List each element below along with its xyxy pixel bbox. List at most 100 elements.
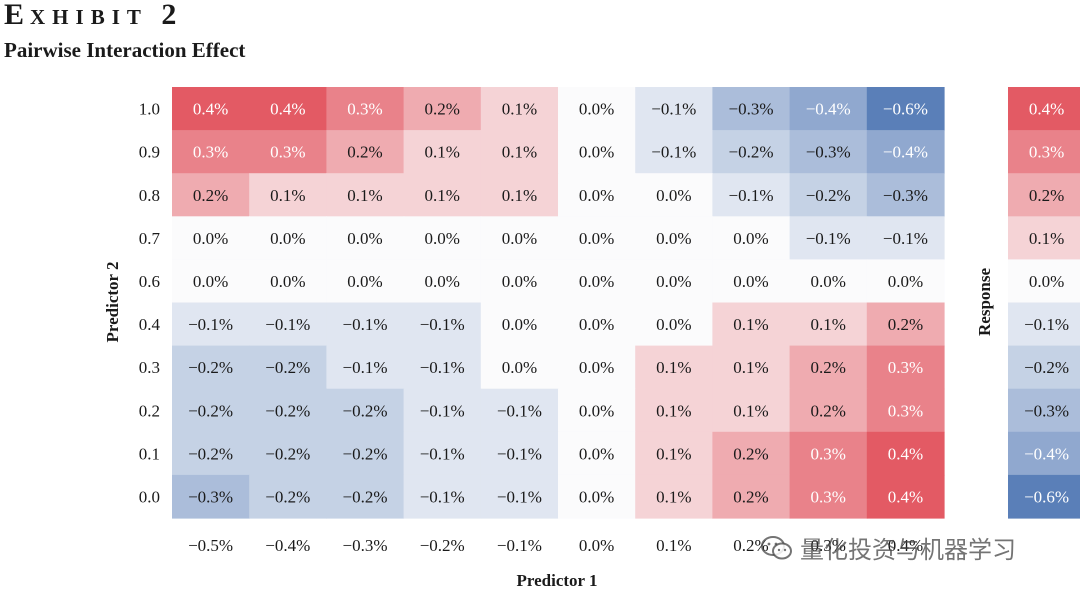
heatmap-cell-label: 0.2% xyxy=(888,315,923,334)
heatmap-cell-label: 0.1% xyxy=(502,100,537,119)
heatmap-cell xyxy=(172,87,250,131)
heatmap-cell xyxy=(789,216,868,260)
heatmap-cell xyxy=(403,345,482,390)
heatmap-cell xyxy=(249,474,327,519)
x-tick-label: 0.1% xyxy=(656,536,691,555)
heatmap-cell-label: 0.0% xyxy=(347,272,382,291)
heatmap-cell xyxy=(403,259,482,304)
heatmap-cell-label: 0.1% xyxy=(502,186,537,205)
heatmap-cell xyxy=(403,302,482,347)
response-cell xyxy=(1008,216,1080,260)
response-cell-label: 0.3% xyxy=(1029,143,1064,162)
heatmap-cell-label: 0.1% xyxy=(733,401,768,420)
response-cell xyxy=(1008,87,1080,131)
heatmap-cell-label: 0.4% xyxy=(888,487,923,506)
heatmap-cell-label: −0.4% xyxy=(806,100,851,119)
heatmap-cell-label: 0.1% xyxy=(733,315,768,334)
heatmap-cell-label: −0.1% xyxy=(497,444,542,463)
heatmap-cell xyxy=(326,345,405,390)
response-cell-label: 0.1% xyxy=(1029,229,1064,248)
heatmap-cell-label: 0.0% xyxy=(888,272,923,291)
heatmap-cell-label: 0.0% xyxy=(270,229,305,248)
heatmap-cell xyxy=(403,87,482,131)
heatmap-cell xyxy=(326,173,405,217)
x-tick-label: 0.0% xyxy=(579,536,614,555)
heatmap-cell-label: 0.3% xyxy=(193,143,228,162)
heatmap-cell xyxy=(403,173,482,217)
y-tick-label: 0.7 xyxy=(139,229,161,248)
heatmap-cell xyxy=(635,130,713,174)
heatmap-cell-label: −0.2% xyxy=(806,186,851,205)
heatmap-cell-label: 0.2% xyxy=(733,444,768,463)
heatmap-cell-label: 0.0% xyxy=(656,272,691,291)
heatmap-cell-label: 0.1% xyxy=(424,143,459,162)
y-tick-label: 0.1 xyxy=(139,444,160,463)
heatmap-cell xyxy=(172,216,250,260)
heatmap-cell-label: 0.3% xyxy=(270,143,305,162)
heatmap-cell xyxy=(789,474,868,519)
heatmap-cell xyxy=(172,388,250,433)
heatmap-cell xyxy=(249,87,327,131)
heatmap-cell-label: −0.2% xyxy=(265,401,310,420)
response-cell-label: 0.2% xyxy=(1029,186,1064,205)
heatmap-cell-label: −0.1% xyxy=(497,401,542,420)
heatmap-cell-label: 0.1% xyxy=(656,487,691,506)
heatmap-cell xyxy=(480,173,559,217)
heatmap-cell-label: −0.1% xyxy=(420,358,465,377)
heatmap-cell xyxy=(789,173,868,217)
heatmap-cell-label: 0.0% xyxy=(656,186,691,205)
heatmap-cell xyxy=(635,474,713,519)
heatmap-cell xyxy=(712,388,791,433)
heatmap-cell xyxy=(712,259,791,304)
heatmap-cell-label: 0.0% xyxy=(579,358,614,377)
heatmap-cell xyxy=(866,345,945,390)
response-colorbar: 0.4% 0.3% 0.2% 0.1% 0.0% −0.1% −0.2% −0.3% −0.4%… xyxy=(1008,87,1080,519)
heatmap-cell xyxy=(712,130,791,174)
heatmap-cell xyxy=(712,87,791,131)
heatmap-cell-label: −0.6% xyxy=(883,100,928,119)
heatmap-cell xyxy=(249,259,327,304)
heatmap-cell-label: 0.2% xyxy=(193,186,228,205)
heatmap-cell xyxy=(789,87,868,131)
heatmap-cell xyxy=(866,173,945,217)
heatmap-cell-label: 0.1% xyxy=(656,401,691,420)
heatmap-cell-label: 0.4% xyxy=(193,100,228,119)
heatmap-cell-label: 0.0% xyxy=(502,358,537,377)
heatmap-cell xyxy=(326,216,405,260)
heatmap-cell xyxy=(866,431,945,476)
response-axis-title: Response xyxy=(975,268,994,336)
heatmap-cell xyxy=(172,345,250,390)
heatmap-cell-label: 0.0% xyxy=(579,401,614,420)
heatmap-cell xyxy=(480,259,559,304)
heatmap-cell xyxy=(712,173,791,217)
heatmap-cell xyxy=(866,130,945,174)
heatmap-cell xyxy=(480,431,559,476)
heatmap-cell-label: −0.2% xyxy=(343,444,388,463)
watermark-text: 量化投资与机器学习 xyxy=(800,536,1016,564)
response-cell-label: −0.4% xyxy=(1024,444,1069,463)
heatmap-cell xyxy=(712,431,791,476)
heatmap-cell xyxy=(480,474,559,519)
heatmap-cell-label: −0.3% xyxy=(806,143,851,162)
response-cell xyxy=(1008,345,1080,390)
heatmap-cell-label: −0.1% xyxy=(420,487,465,506)
heatmap-cell xyxy=(866,474,945,519)
heatmap-cell xyxy=(558,431,636,476)
heatmap-cell-label: −0.2% xyxy=(265,444,310,463)
heatmap-cell xyxy=(712,345,791,390)
heatmap-cell xyxy=(480,345,559,390)
heatmap-cell xyxy=(789,130,868,174)
heatmap-cell-label: 0.0% xyxy=(579,315,614,334)
heatmap-cell xyxy=(712,474,791,519)
heatmap-cell-label: 0.1% xyxy=(502,143,537,162)
heatmap-cell-label: 0.0% xyxy=(270,272,305,291)
heatmap-cell xyxy=(249,388,327,433)
heatmap-cell-label: −0.1% xyxy=(265,315,310,334)
heatmap-cell-label: −0.4% xyxy=(883,143,928,162)
heatmap-cell xyxy=(403,216,482,260)
exhibit-number: 2 xyxy=(161,0,183,31)
chart-title: Pairwise Interaction Effect xyxy=(4,38,246,62)
heatmap-cell-label: 0.1% xyxy=(424,186,459,205)
y-tick-label: 0.0 xyxy=(139,487,160,506)
